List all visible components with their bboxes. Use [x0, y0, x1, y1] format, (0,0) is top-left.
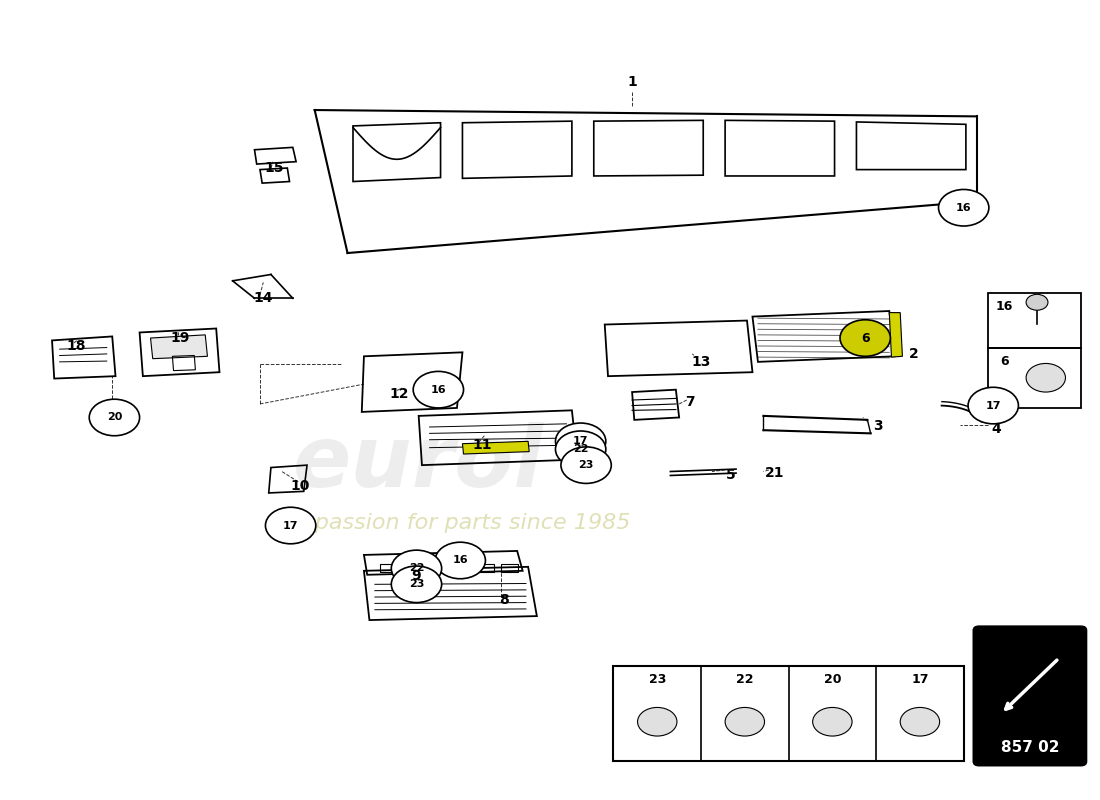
Text: 22: 22: [573, 444, 588, 454]
Text: 2: 2: [909, 347, 918, 361]
Circle shape: [392, 550, 442, 586]
Polygon shape: [151, 335, 208, 358]
Text: 11: 11: [472, 438, 492, 452]
Text: 21: 21: [764, 466, 784, 480]
Text: 9: 9: [411, 570, 421, 583]
Text: 857 02: 857 02: [1001, 741, 1059, 755]
Circle shape: [392, 566, 442, 602]
Circle shape: [436, 542, 485, 578]
Text: 15: 15: [264, 161, 284, 175]
Text: 7: 7: [685, 394, 695, 409]
Text: 6: 6: [861, 331, 869, 345]
Text: a passion for parts since 1985: a passion for parts since 1985: [295, 513, 630, 533]
Circle shape: [556, 423, 606, 459]
Text: 22: 22: [409, 563, 425, 574]
Text: 17: 17: [986, 401, 1001, 410]
FancyBboxPatch shape: [974, 626, 1087, 766]
Circle shape: [1026, 363, 1066, 392]
Circle shape: [900, 707, 939, 736]
Text: 23: 23: [649, 673, 666, 686]
Polygon shape: [889, 313, 902, 357]
Circle shape: [638, 707, 676, 736]
Text: 1: 1: [627, 75, 637, 90]
Text: 13: 13: [691, 355, 711, 369]
Text: 18: 18: [66, 339, 86, 353]
Circle shape: [813, 707, 852, 736]
Text: 17: 17: [911, 673, 928, 686]
Text: 16: 16: [996, 300, 1013, 313]
Text: 16: 16: [452, 555, 469, 566]
Text: 12: 12: [389, 386, 409, 401]
Text: 3: 3: [873, 419, 883, 434]
Text: 16: 16: [956, 202, 971, 213]
Text: 23: 23: [579, 460, 594, 470]
Circle shape: [414, 371, 463, 408]
Text: 5: 5: [726, 468, 736, 482]
Text: eurol: eurol: [294, 422, 544, 505]
Text: 22: 22: [736, 673, 754, 686]
Text: 20: 20: [824, 673, 842, 686]
Circle shape: [556, 431, 606, 467]
Text: 20: 20: [107, 413, 122, 422]
Circle shape: [938, 190, 989, 226]
Circle shape: [561, 447, 612, 483]
Polygon shape: [462, 442, 529, 454]
Circle shape: [89, 399, 140, 436]
Text: 17: 17: [573, 436, 588, 446]
Circle shape: [840, 320, 890, 356]
Text: 19: 19: [170, 331, 190, 345]
Circle shape: [265, 507, 316, 544]
Text: 17: 17: [283, 521, 298, 530]
Text: 14: 14: [253, 291, 273, 306]
Circle shape: [725, 707, 764, 736]
Circle shape: [1026, 294, 1048, 310]
Text: 8: 8: [499, 594, 509, 607]
Text: 23: 23: [409, 579, 425, 590]
Circle shape: [968, 387, 1019, 424]
Text: 6: 6: [1000, 355, 1009, 368]
Text: 10: 10: [290, 478, 310, 493]
Text: 4: 4: [992, 422, 1001, 436]
Text: 16: 16: [430, 385, 447, 394]
